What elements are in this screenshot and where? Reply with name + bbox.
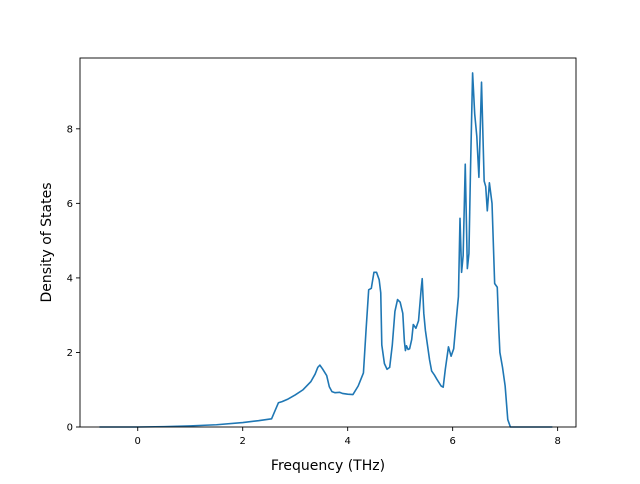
- tick-layer: 0 2 4 6 8 0 2 4 6 8: [67, 124, 561, 447]
- x-axis-label: Frequency (THz): [271, 458, 385, 474]
- plot-frame: [79, 57, 577, 428]
- y-tick-label: 6: [67, 199, 73, 210]
- x-tick-label: 2: [240, 436, 246, 447]
- y-tick-label: 0: [67, 423, 73, 434]
- y-tick-label: 8: [67, 124, 73, 135]
- dos-series-line: [99, 72, 553, 428]
- x-tick-label: 8: [554, 436, 560, 447]
- x-tick-label: 0: [135, 436, 141, 447]
- plot-layer: [99, 72, 553, 428]
- y-axis-label: Density of States: [39, 183, 55, 303]
- y-tick-label: 2: [67, 348, 73, 359]
- x-tick-label: 6: [449, 436, 455, 447]
- x-tick-label: 4: [344, 436, 350, 447]
- y-tick-label: 4: [67, 273, 73, 284]
